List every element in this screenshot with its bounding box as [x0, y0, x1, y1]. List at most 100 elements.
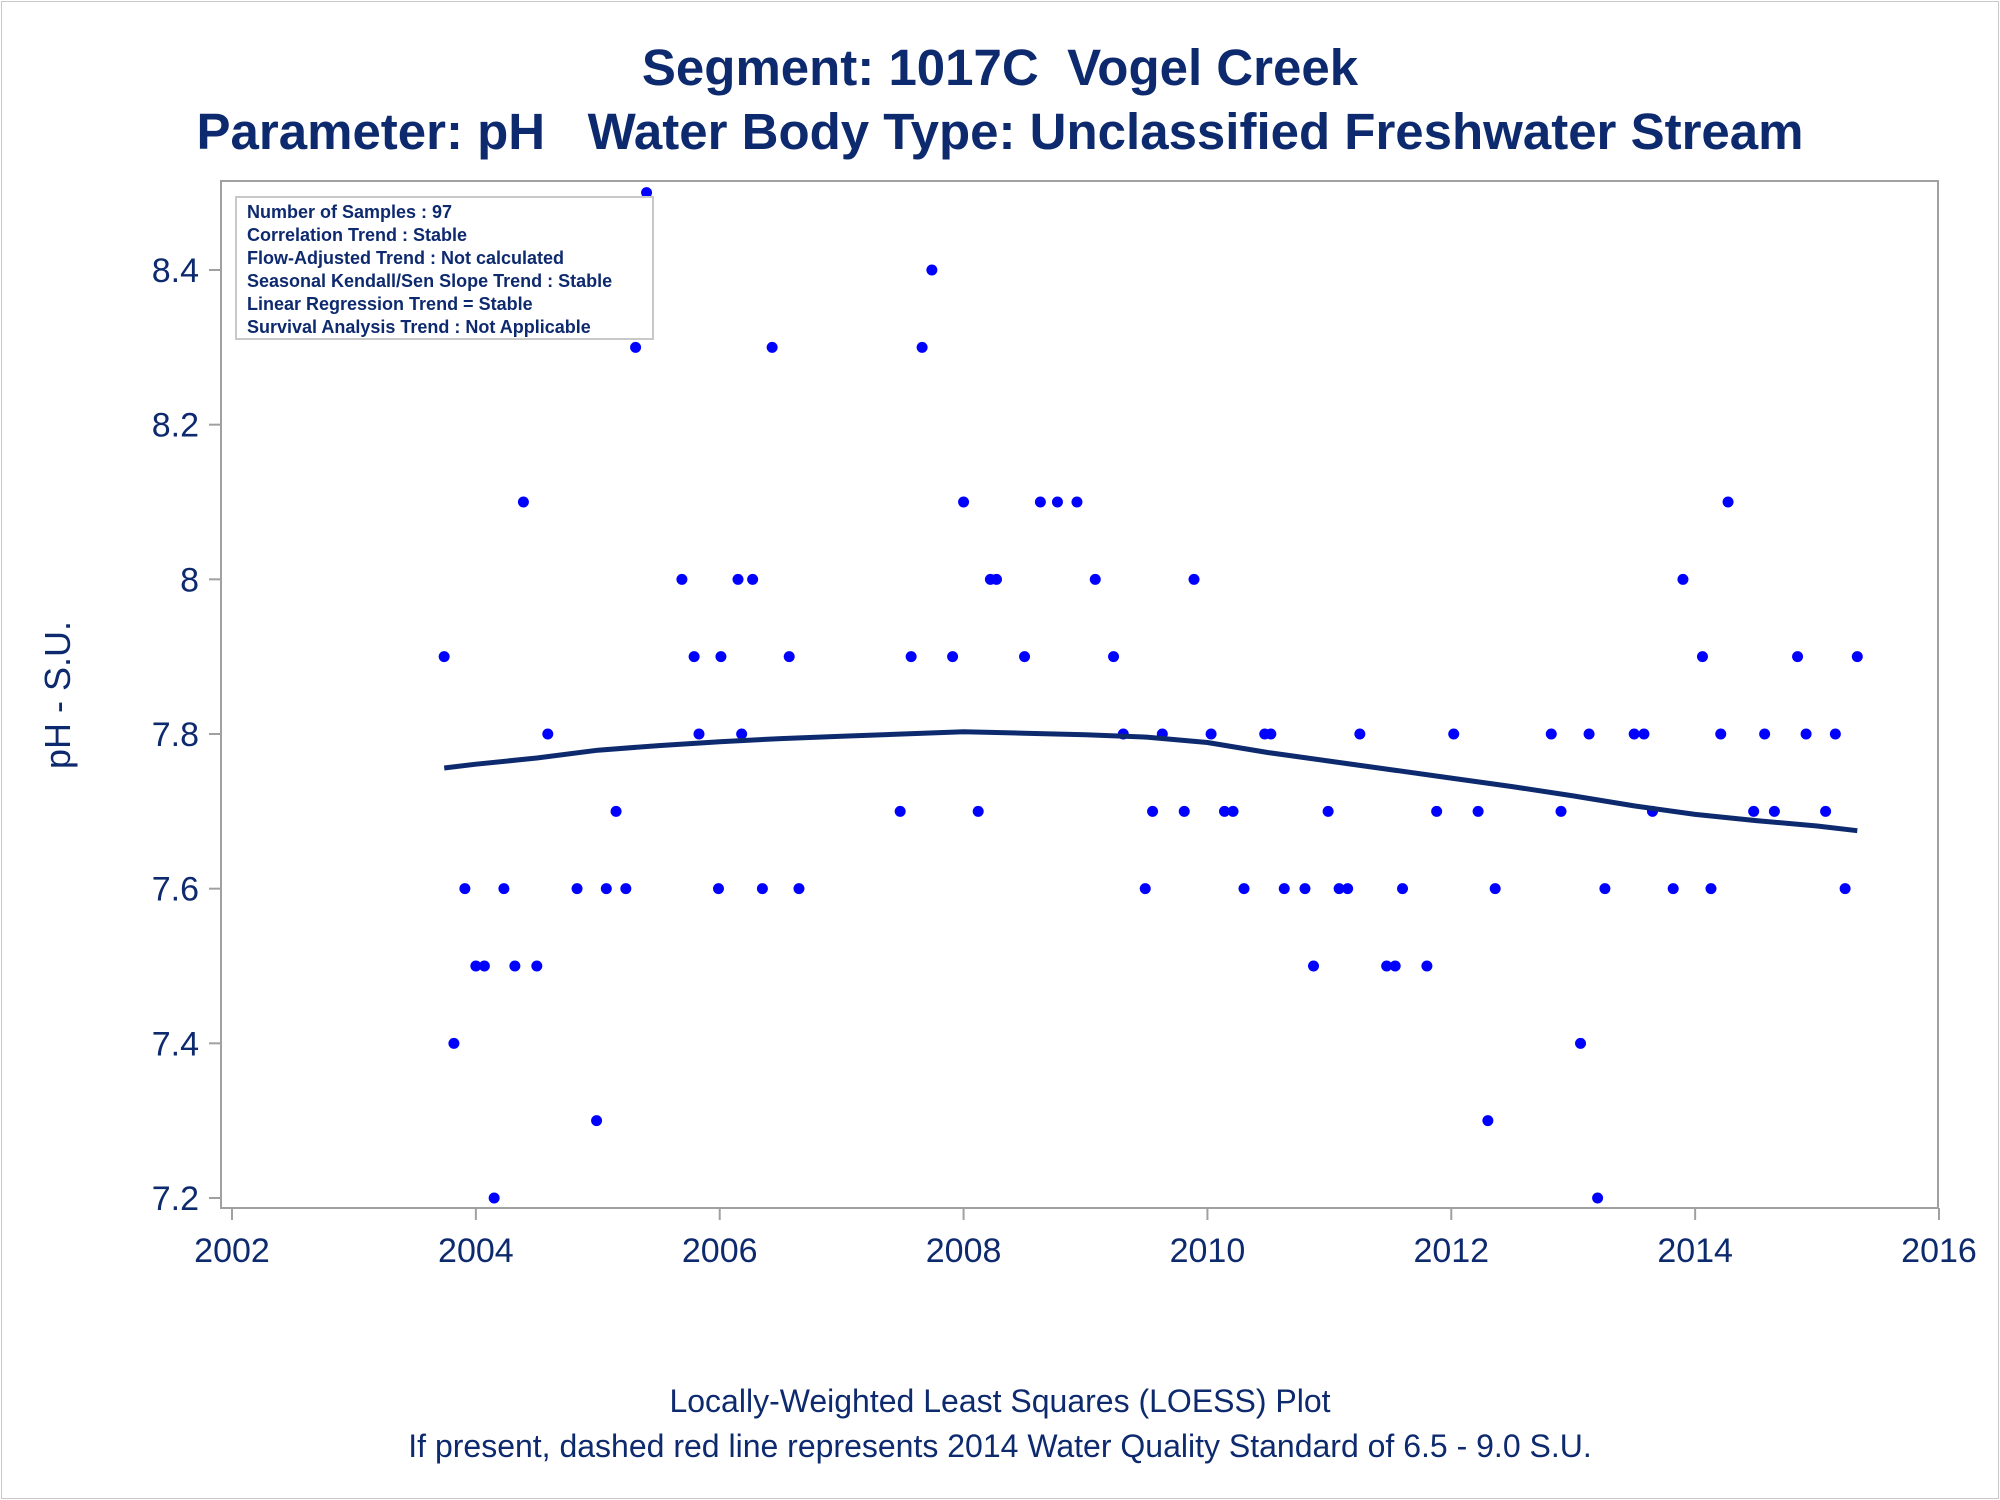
data-point	[1628, 728, 1640, 740]
data-point	[1482, 1115, 1494, 1127]
data-point	[478, 960, 490, 972]
data-point	[630, 341, 642, 353]
data-point	[1677, 573, 1689, 585]
trend-inset-line: Correlation Trend : Stable	[247, 225, 467, 245]
data-point	[1839, 883, 1851, 895]
y-tick-label: 7.2	[152, 1180, 199, 1218]
data-point	[756, 883, 768, 895]
data-point	[1448, 728, 1460, 740]
trend-inset-line: Seasonal Kendall/Sen Slope Trend : Stabl…	[247, 271, 612, 291]
data-point	[990, 573, 1002, 585]
data-point	[1820, 805, 1832, 817]
data-point	[571, 883, 583, 895]
data-point	[766, 341, 778, 353]
data-point	[470, 960, 482, 972]
data-point	[1147, 805, 1159, 817]
y-axis: 7.2 7.4 7.6 7.8 8 8.2 8.4	[152, 252, 221, 1218]
data-point	[712, 883, 724, 895]
data-point	[947, 651, 959, 663]
data-point	[1205, 728, 1217, 740]
data-point	[1139, 883, 1151, 895]
data-point	[905, 651, 917, 663]
data-point	[1308, 960, 1320, 972]
data-point	[1575, 1037, 1587, 1049]
data-point	[783, 651, 795, 663]
data-point	[676, 573, 688, 585]
trend-inset-box	[235, 196, 654, 340]
data-point	[793, 883, 805, 895]
y-tick-label: 7.4	[152, 1025, 199, 1063]
x-tick-label: 2012	[1413, 1232, 1489, 1270]
data-point	[438, 651, 450, 663]
x-tick-label: 2002	[194, 1232, 270, 1270]
footnote-loess: Locally-Weighted Least Squares (LOESS) P…	[669, 1383, 1331, 1419]
data-point	[517, 496, 529, 508]
data-point	[1696, 651, 1708, 663]
data-point	[693, 728, 705, 740]
data-point	[600, 883, 612, 895]
data-point	[1792, 651, 1804, 663]
trend-inset-line: Linear Regression Trend = Stable	[247, 294, 533, 314]
data-point	[1238, 883, 1250, 895]
data-point	[1431, 805, 1443, 817]
data-point	[1071, 496, 1083, 508]
trend-inset-line: Flow-Adjusted Trend : Not calculated	[247, 248, 564, 268]
data-point	[1188, 573, 1200, 585]
data-point	[1555, 805, 1567, 817]
data-point	[620, 883, 632, 895]
data-point	[1089, 573, 1101, 585]
y-tick-label: 8.4	[152, 252, 199, 290]
data-point	[972, 805, 984, 817]
x-tick-label: 2004	[438, 1232, 514, 1270]
loess-curve	[443, 729, 1858, 834]
data-point	[542, 728, 554, 740]
data-point	[1227, 805, 1239, 817]
x-tick-label: 2006	[682, 1232, 758, 1270]
trend-inset-line: Number of Samples : 97	[247, 202, 452, 222]
y-axis-title: pH - S.U.	[37, 621, 78, 769]
data-point	[1829, 728, 1841, 740]
data-point	[1800, 728, 1812, 740]
data-point	[1019, 651, 1031, 663]
trend-inset-line: Survival Analysis Trend : Not Applicable	[247, 317, 591, 337]
y-tick-label: 8	[180, 561, 199, 599]
data-point	[1381, 960, 1393, 972]
chart-title: Segment: 1017C Vogel Creek	[641, 39, 1359, 96]
chart-subtitle: Parameter: pH Water Body Type: Unclassif…	[196, 103, 1804, 160]
data-point	[1768, 805, 1780, 817]
data-point	[1583, 728, 1595, 740]
data-point	[1389, 960, 1401, 972]
data-point	[1638, 728, 1650, 740]
data-point	[1748, 805, 1760, 817]
plot-area	[220, 180, 1939, 1209]
data-point	[1489, 883, 1501, 895]
data-point	[1178, 805, 1190, 817]
data-point	[916, 341, 928, 353]
data-point	[1705, 883, 1717, 895]
data-point	[1051, 496, 1063, 508]
data-point	[1545, 728, 1557, 740]
data-point	[1397, 883, 1409, 895]
data-point	[1265, 728, 1277, 740]
data-point	[894, 805, 906, 817]
data-point	[1667, 883, 1679, 895]
data-point	[1342, 883, 1354, 895]
data-point	[610, 805, 622, 817]
data-point	[641, 187, 653, 199]
data-point	[1108, 651, 1120, 663]
data-point	[1599, 883, 1611, 895]
y-tick-label: 7.6	[152, 871, 199, 909]
data-point	[688, 651, 700, 663]
data-point	[1218, 805, 1230, 817]
x-tick-label: 2014	[1657, 1232, 1733, 1270]
y-tick-label: 8.2	[152, 407, 199, 445]
footnote-standard: If present, dashed red line represents 2…	[408, 1428, 1592, 1464]
data-point	[1354, 728, 1366, 740]
data-point	[1472, 805, 1484, 817]
data-point	[1722, 496, 1734, 508]
x-tick-label: 2008	[926, 1232, 1002, 1270]
data-point	[591, 1115, 603, 1127]
data-point	[958, 496, 970, 508]
data-point	[732, 573, 744, 585]
